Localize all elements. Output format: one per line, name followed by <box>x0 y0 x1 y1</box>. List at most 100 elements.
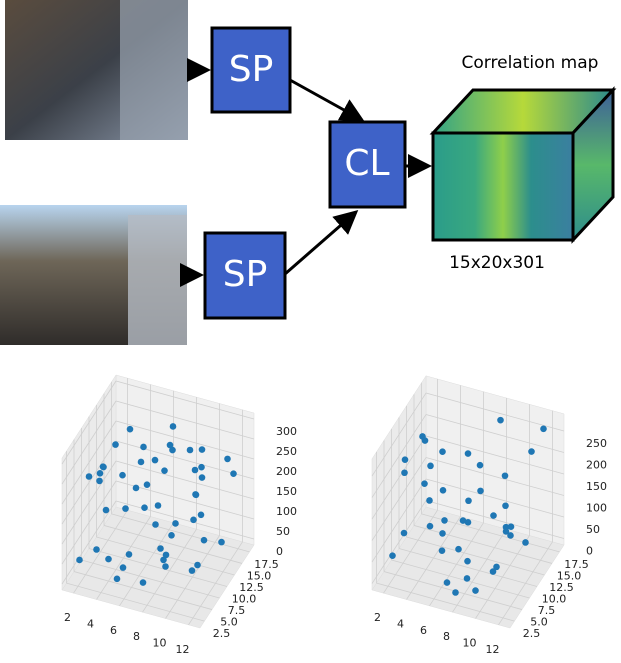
point <box>427 463 434 470</box>
point <box>97 470 104 477</box>
point <box>201 537 208 544</box>
x-tick-label: 4 <box>397 618 404 631</box>
point <box>168 532 175 539</box>
y-tick-label: 5.0 <box>220 616 238 629</box>
point <box>522 539 529 546</box>
point <box>465 497 472 504</box>
y-tick-label: 7.5 <box>538 604 556 617</box>
point <box>427 523 434 530</box>
photo-building <box>120 0 188 140</box>
point <box>401 469 408 476</box>
point <box>103 507 110 514</box>
x-tick-label: 2 <box>64 611 71 624</box>
point <box>439 547 446 554</box>
z-tick-label: 50 <box>586 523 600 536</box>
point <box>230 470 237 477</box>
point <box>419 433 426 440</box>
point <box>502 502 509 509</box>
z-tick-label: 200 <box>276 465 297 478</box>
z-tick-label: 150 <box>586 480 607 493</box>
point <box>127 426 134 433</box>
figure: SP SP CL Correlation map 15x20x301 24681… <box>0 0 621 663</box>
point <box>464 575 471 582</box>
point <box>472 587 479 594</box>
point <box>157 545 164 552</box>
y-tick-label: 2.5 <box>523 627 541 640</box>
x-tick-label: 10 <box>463 637 477 650</box>
point <box>155 502 162 509</box>
point <box>189 567 196 574</box>
point <box>172 520 179 527</box>
point <box>152 457 159 464</box>
x-tick-label: 10 <box>153 637 167 650</box>
point <box>187 447 194 454</box>
point <box>426 497 433 504</box>
x-tick-label: 4 <box>87 618 94 631</box>
x-tick-label: 8 <box>133 630 140 643</box>
y-tick-label: 5.0 <box>530 616 548 629</box>
point <box>86 473 93 480</box>
point <box>440 487 447 494</box>
point <box>152 521 159 528</box>
cube-front <box>433 133 573 240</box>
z-tick-label: 0 <box>276 545 283 558</box>
z-tick-label: 0 <box>586 545 593 558</box>
point <box>114 576 121 583</box>
z-tick-label: 250 <box>276 445 297 458</box>
point <box>402 456 409 463</box>
cl-label: CL <box>344 143 389 184</box>
z-tick-label: 50 <box>276 525 290 538</box>
point <box>508 523 515 530</box>
photo-building <box>128 215 187 345</box>
point <box>490 512 497 519</box>
point <box>464 558 471 565</box>
point <box>199 446 206 453</box>
point <box>452 589 459 596</box>
z-tick-label: 100 <box>586 502 607 515</box>
point <box>465 450 472 457</box>
point <box>199 474 206 481</box>
point <box>477 462 484 469</box>
z-tick-label: 150 <box>276 485 297 498</box>
cube-size: 15x20x301 <box>449 253 545 273</box>
x-tick-label: 6 <box>110 624 117 637</box>
point <box>455 546 462 553</box>
y-tick-label: 17.5 <box>254 558 279 571</box>
point <box>193 491 200 498</box>
point <box>144 481 151 488</box>
point <box>93 546 100 553</box>
z-tick-label: 100 <box>276 505 297 518</box>
scatter-3d: 246810122.55.07.510.012.515.017.50501001… <box>62 375 297 656</box>
diagram: SP SP CL Correlation map 15x20x301 <box>0 0 613 345</box>
point <box>192 467 199 474</box>
point <box>190 516 197 523</box>
point <box>162 563 169 570</box>
point <box>439 530 446 537</box>
point <box>401 530 408 537</box>
point <box>170 423 177 430</box>
y-tick-label: 7.5 <box>228 604 246 617</box>
y-tick-label: 12.5 <box>239 581 264 594</box>
y-tick-label: 12.5 <box>549 581 574 594</box>
point <box>133 485 140 492</box>
point <box>140 579 147 586</box>
point <box>421 480 428 487</box>
point <box>502 472 509 479</box>
point <box>119 472 126 479</box>
point <box>497 417 504 424</box>
point <box>169 447 176 454</box>
z-tick-label: 200 <box>586 459 607 472</box>
x-tick-label: 6 <box>420 624 427 637</box>
point <box>160 557 167 564</box>
point <box>460 517 467 524</box>
arrow <box>290 80 362 120</box>
point <box>140 444 147 451</box>
z-tick-label: 300 <box>276 425 297 438</box>
point <box>126 551 133 558</box>
point <box>76 557 83 564</box>
point <box>161 467 168 474</box>
point <box>444 579 451 586</box>
point <box>100 464 107 471</box>
point <box>507 532 514 539</box>
